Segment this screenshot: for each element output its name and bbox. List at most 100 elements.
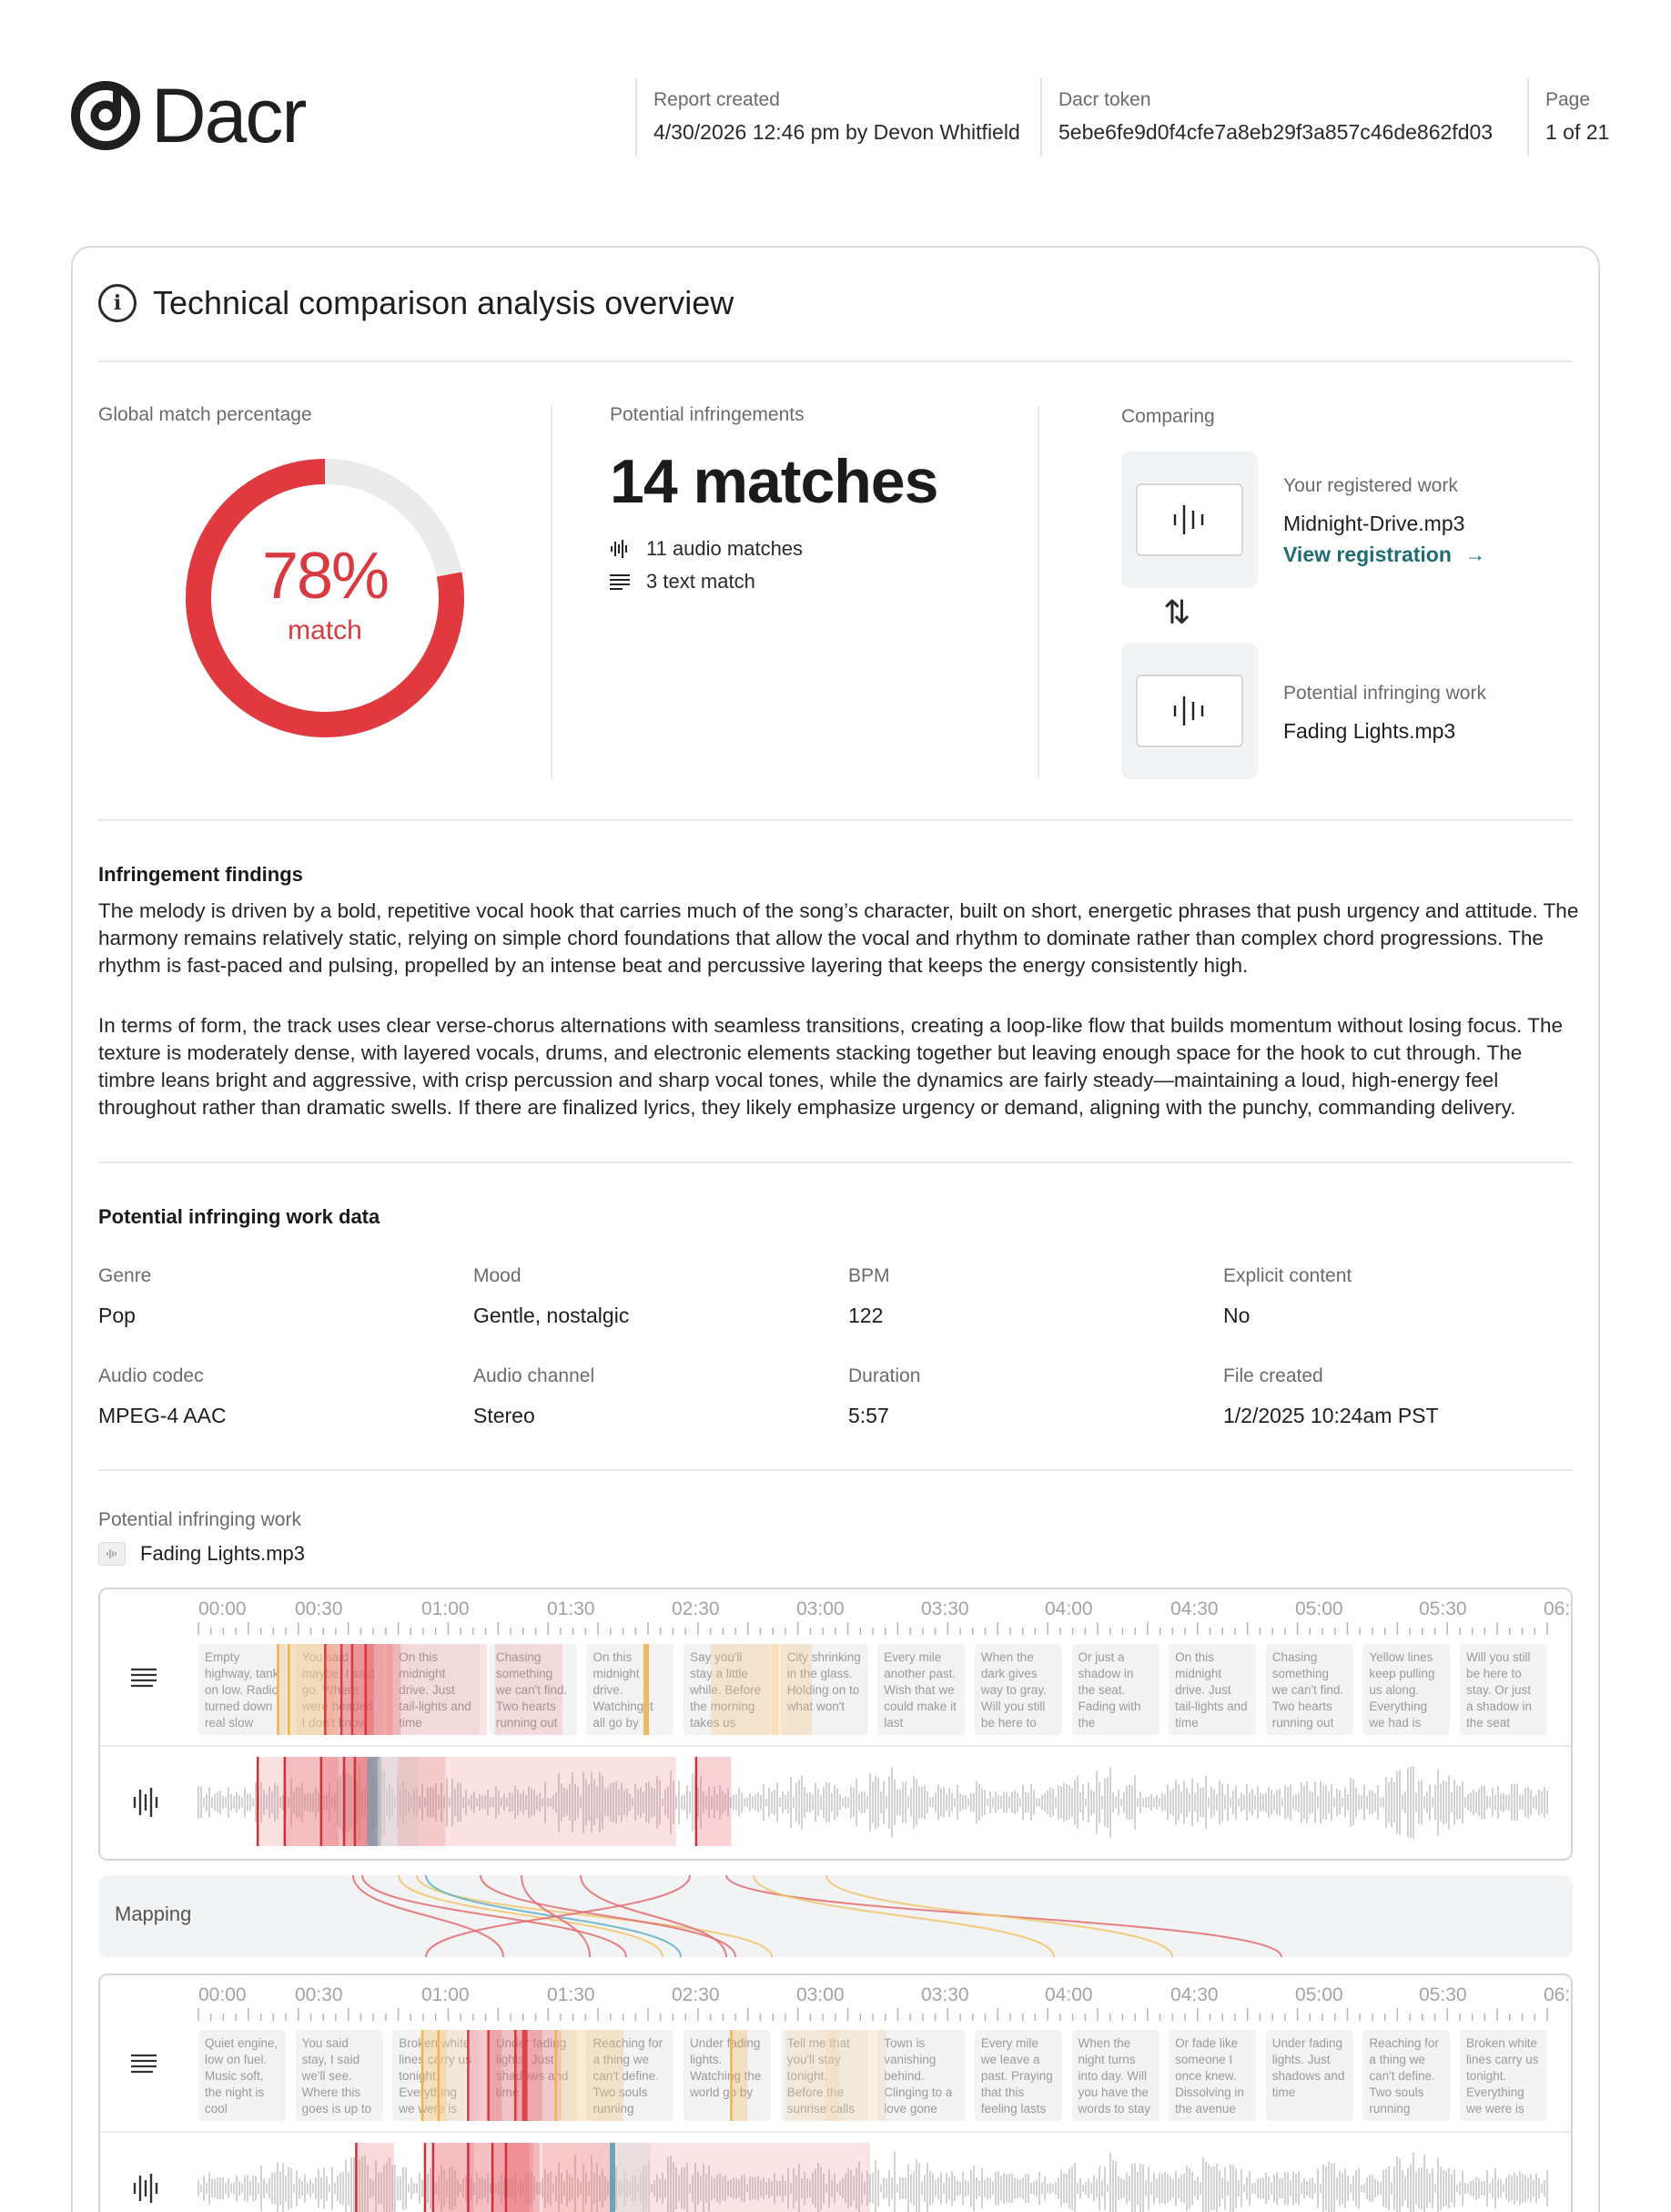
view-registration-link[interactable]: View registration →	[1283, 543, 1485, 567]
mapping-curve	[825, 1875, 1173, 1957]
dacr-token-value: 5ebe6fe9d0f4cfe7a8eb29f3a857c46de862fd03	[1058, 120, 1494, 144]
divider	[98, 819, 1573, 821]
dacr-logo: Dacr	[69, 77, 307, 154]
text-match-highlight	[387, 1644, 488, 1735]
match-percent: 78%	[261, 540, 390, 613]
text-match-highlight	[468, 2030, 502, 2121]
view-registration-text: View registration	[1283, 543, 1452, 566]
mapping-curve	[580, 1875, 727, 1957]
matches-count: 14 matches	[610, 447, 938, 516]
waveform-icon	[133, 1788, 158, 1817]
timeline-file: Fading Lights.mp3	[98, 1542, 305, 1566]
time-label: 00:30	[295, 1984, 343, 2005]
mapping-curve	[361, 1875, 627, 1957]
audio-match-highlight	[468, 2143, 530, 2212]
lyric-segment: Quiet engine, low on fuel. Music soft, t…	[198, 2030, 286, 2121]
global-match-label: Global match percentage	[98, 404, 312, 425]
text-match-highlight	[825, 2030, 886, 2121]
time-label: 04:30	[1170, 1984, 1219, 2005]
lyric-segment: Chasing something we can't find. Two hea…	[1265, 1644, 1353, 1735]
lyric-segment: Tell me that you'll stay tonight. Before…	[780, 2030, 868, 2121]
audio-match-highlight	[398, 1757, 446, 1846]
infringements-label: Potential infringements	[610, 404, 805, 425]
text-match-highlight	[643, 1644, 649, 1735]
lyric-segment: Every mile another past. Wish that we co…	[877, 1644, 966, 1735]
time-label: 02:30	[672, 1984, 720, 2005]
time-label: 03:30	[921, 1598, 969, 1619]
overview-card: i Technical comparison analysis overview…	[71, 246, 1600, 2212]
genre-value: Pop	[98, 1304, 136, 1327]
audio-file-icon	[1136, 483, 1243, 556]
audio-match-highlight	[542, 2143, 611, 2212]
audio-match-highlight	[616, 2143, 651, 2212]
findings-title: Infringement findings	[98, 863, 303, 886]
time-label: 04:30	[1170, 1598, 1219, 1619]
lyric-segment: Empty highway, tank on low. Radio turned…	[198, 1644, 286, 1735]
audio-file-icon	[1136, 675, 1243, 747]
file-created-label: File created	[1223, 1365, 1323, 1386]
infringing-file-thumbnail	[1121, 643, 1258, 779]
text-match-highlight	[785, 2030, 839, 2121]
text-match-highlight	[438, 2030, 466, 2121]
card-header: i Technical comparison analysis overview	[98, 284, 734, 322]
donut-arc	[186, 459, 464, 737]
text-match-highlight	[555, 2030, 623, 2121]
time-label: 00:00	[198, 1598, 247, 1619]
registered-file-name: Midnight-Drive.mp3	[1283, 512, 1465, 535]
card-title: Technical comparison analysis overview	[153, 284, 734, 321]
time-label: 05:30	[1419, 1984, 1467, 2005]
audio-match-highlight	[356, 2143, 394, 2212]
lyric-segment: Every mile we leave a past. Praying that…	[974, 2030, 1062, 2121]
match-donut-chart	[186, 459, 464, 737]
file-created-value: 1/2/2025 10:24am PST	[1223, 1404, 1439, 1427]
text-match-highlight	[341, 1644, 374, 1735]
time-label: 05:00	[1295, 1598, 1343, 1619]
findings-paragraph-2: In terms of form, the track uses clear v…	[98, 1014, 1564, 1119]
time-label: 03:30	[921, 1984, 969, 2005]
dacr-token: Dacr token 5ebe6fe9d0f4cfe7a8eb29f3a857c…	[1040, 78, 1493, 157]
time-label: 00:30	[295, 1598, 343, 1619]
lyric-segment: Yellow lines keep pulling us along. Ever…	[1362, 1644, 1451, 1735]
time-label: 01:00	[421, 1984, 470, 2005]
lyric-segment: Broken white lines carry us tonight. Eve…	[1460, 2030, 1547, 2121]
text-match-highlight	[731, 2030, 748, 2121]
time-label: 06:00	[1544, 1984, 1573, 2005]
lyric-segment: Under fading lights. Just shadows and ti…	[489, 2030, 577, 2121]
lyrics-lines-icon	[131, 1668, 157, 1688]
lyric-segment: When the night turns into day. Will you …	[1071, 2030, 1160, 2121]
time-label: 03:00	[796, 1984, 845, 2005]
channel-value: Stereo	[473, 1404, 535, 1427]
timeline-track-registered: 00:00 00:30 01:00 01:30 02:30 03:00 03:30 04:00…	[98, 1974, 1573, 2212]
dacr-logo-icon	[71, 81, 140, 150]
audio-match-highlight	[505, 2143, 540, 2212]
time-label: 01:30	[547, 1598, 595, 1619]
time-label: 03:00	[796, 1598, 845, 1619]
time-label: 04:00	[1045, 1984, 1093, 2005]
mood-value: Gentle, nostalgic	[473, 1304, 630, 1327]
findings-paragraph-1: The melody is driven by a bold, repetiti…	[98, 899, 1579, 977]
mapping-curve	[425, 1875, 691, 1957]
lyric-segment: Say you'll stay a little while. Before t…	[684, 1644, 772, 1735]
waveform-icon	[610, 539, 630, 559]
text-match-highlight	[422, 2030, 447, 2121]
registered-file-thumbnail	[1121, 452, 1258, 588]
lyric-segment: Will you still be here to stay. Or just …	[1460, 1644, 1547, 1735]
audio-file-icon	[98, 1542, 126, 1566]
mapping-curve	[416, 1875, 773, 1957]
timeline-track-infringing: 00:00 00:30 01:00 01:30 02:30 03:00 03:30 04:00…	[98, 1588, 1573, 1861]
genre-label: Genre	[98, 1265, 152, 1286]
report-created-value: 4/30/2026 12:46 pm by Devon Whitfield	[653, 120, 1020, 144]
timeline-file-name: Fading Lights.mp3	[140, 1542, 305, 1565]
timeline-svg: 00:00 00:30 01:00 01:30 02:30 03:00 03:30 04:00…	[100, 1598, 1573, 1846]
lyric-segment: Broken white lines carry us tonight. Eve…	[392, 2030, 481, 2121]
time-label: 04:00	[1045, 1598, 1093, 1619]
column-divider	[1038, 406, 1039, 779]
mapping-panel: Mapping	[98, 1875, 1573, 1957]
mood-label: Mood	[473, 1265, 522, 1286]
time-label: 06:00	[1544, 1598, 1573, 1619]
infringing-work-label: Potential infringing work	[1283, 683, 1486, 704]
mapping-label: Mapping	[115, 1903, 192, 1925]
codec-value: MPEG-4 AAC	[98, 1404, 227, 1427]
swap-arrows-icon: ⇅	[1163, 594, 1191, 631]
bpm-value: 122	[848, 1304, 884, 1327]
